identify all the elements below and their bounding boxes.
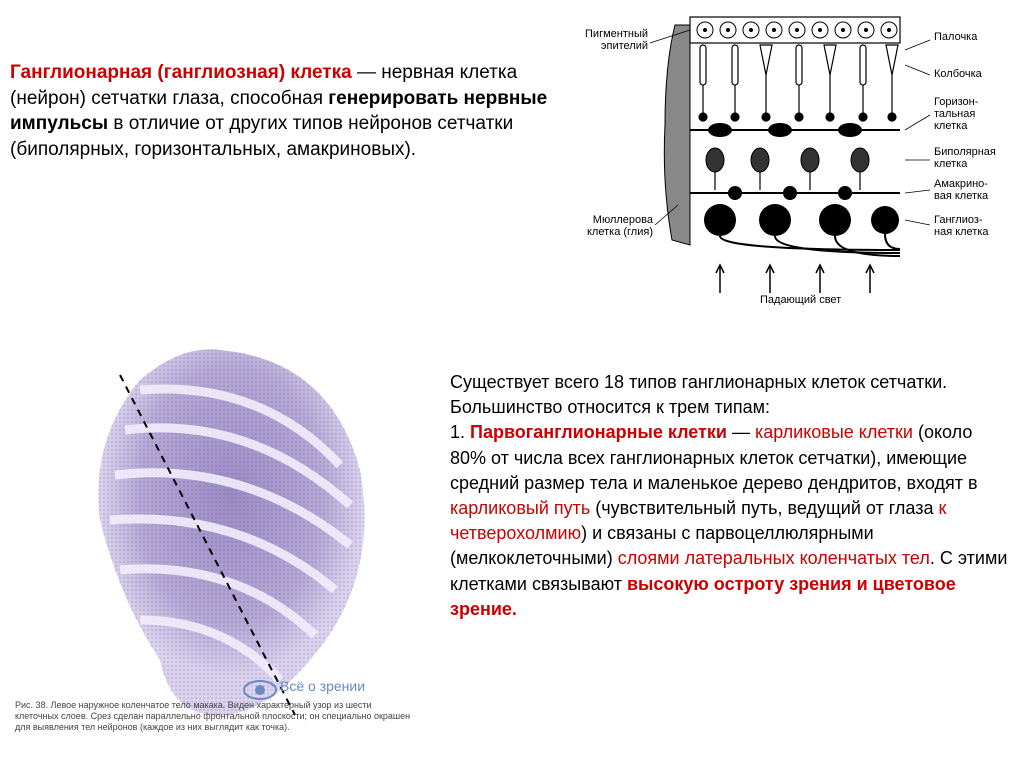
photoreceptors — [699, 45, 898, 121]
label-pigment-epithelium: Пигментный — [585, 28, 648, 40]
types-intro: Существует всего 18 типов ганглионарных … — [450, 370, 1010, 420]
label-rod: Палочка — [934, 31, 978, 43]
label-bipolar-cell: Биполярная — [934, 146, 996, 158]
retina-diagram: Пигментный эпителий Мюллерова клетка (гл… — [560, 5, 1010, 305]
watermark-text: Всё о зрении — [280, 678, 365, 694]
term-midget-pathway: карликовый путь — [450, 498, 590, 518]
definition-text: Ганглионарная (ганглиозная) клетка — нер… — [10, 60, 550, 163]
svg-text:вая клетка: вая клетка — [934, 190, 989, 202]
type-1-parvo: 1. Парвоганглионарные клетки — карликовы… — [450, 420, 1010, 622]
label-amacrine-cell: Амакрино- — [934, 178, 988, 190]
label-falling-light: Падающий свет — [760, 294, 841, 305]
svg-text:ная клетка: ная клетка — [934, 226, 989, 238]
retina-svg: Пигментный эпителий Мюллерова клетка (гл… — [560, 5, 1010, 305]
histology-caption: Рис. 38. Левое наружное коленчатое тело … — [15, 700, 415, 732]
term-lgn-layers: слоями латеральных коленчатых тел — [618, 548, 930, 568]
amacrine-cells — [690, 186, 900, 200]
horizontal-cells — [690, 123, 900, 137]
histology-image — [10, 320, 430, 740]
light-arrows — [716, 265, 874, 293]
types-paragraph-block: Существует всего 18 типов ганглионарных … — [450, 370, 1010, 622]
label-muller-cell: Мюллерова — [593, 214, 654, 226]
term-ganglion-cell: Ганглионарная (ганглиозная) клетка — [10, 62, 352, 83]
label-ganglion-cell: Ганглиоз- — [934, 214, 983, 226]
svg-text:клетка: клетка — [934, 158, 968, 170]
ganglion-cells — [704, 204, 900, 256]
bipolar-cells — [706, 148, 869, 190]
pigment-epithelium-row — [690, 17, 900, 43]
term-midget-cells: карликовые клетки — [755, 422, 913, 442]
svg-text:клетка: клетка — [934, 120, 968, 132]
label-horizontal-cell: Горизон- — [934, 96, 979, 108]
definition-paragraph: Ганглионарная (ганглиозная) клетка — нер… — [10, 60, 550, 163]
svg-text:клетка (глия): клетка (глия) — [587, 226, 653, 238]
label-cone: Колбочка — [934, 68, 983, 80]
histology-svg — [10, 320, 430, 740]
svg-text:эпителий: эпителий — [601, 40, 648, 52]
term-parvo-cells: Парвоганглионарные клетки — [470, 422, 727, 442]
muller-glia-shape — [664, 25, 690, 245]
svg-text:тальная: тальная — [934, 108, 975, 120]
